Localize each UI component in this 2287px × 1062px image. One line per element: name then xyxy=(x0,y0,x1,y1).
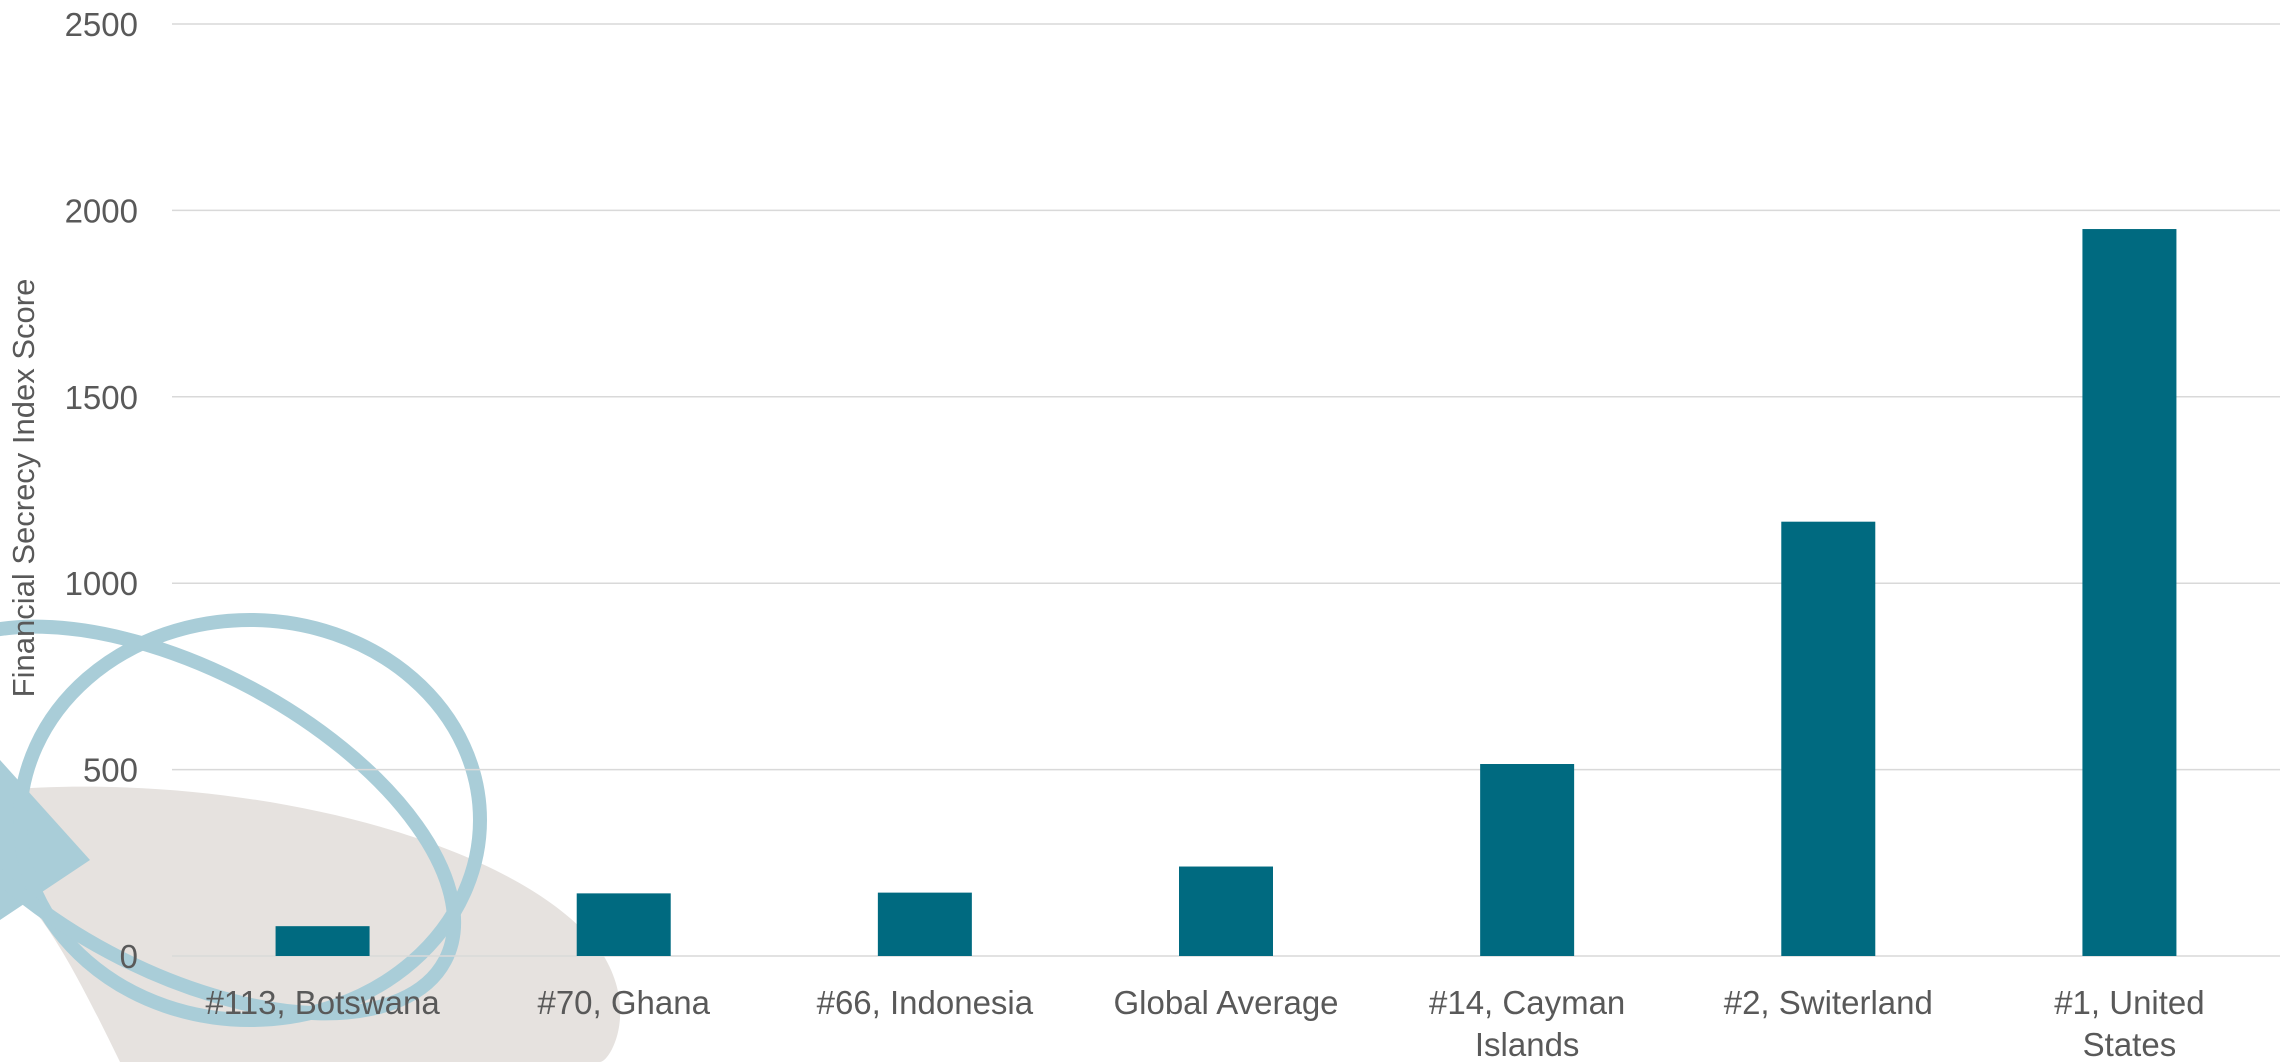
bar xyxy=(275,926,370,956)
x-axis-categories: #113, Botswana #70, Ghana #66, Indonesia Gl… xyxy=(205,984,2204,1062)
y-tick-label: 500 xyxy=(83,752,138,789)
globe-orbit-logo-icon xyxy=(0,613,621,1062)
watermark-ring-shape xyxy=(13,613,487,1027)
watermark-orbit-shape xyxy=(0,619,462,1021)
bar xyxy=(2082,229,2177,957)
bar xyxy=(1781,521,1876,956)
x-category-label: #1, United States xyxy=(2054,984,2204,1062)
y-tick-label: 1500 xyxy=(65,379,138,416)
x-category-label: #66, Indonesia xyxy=(817,984,1034,1021)
x-category-label: #2, Switerland xyxy=(1724,984,1933,1021)
x-category-label: #14, Cayman Islands xyxy=(1429,984,1625,1062)
bar xyxy=(1179,866,1273,956)
y-tick-label: 2500 xyxy=(65,6,138,43)
y-axis-label: Financial Secrecy Index Score xyxy=(6,279,41,698)
bar xyxy=(576,893,671,956)
bars xyxy=(275,229,2177,957)
y-tick-label: 0 xyxy=(120,938,138,975)
y-axis-ticks: 0 500 1000 1500 2000 2500 xyxy=(65,6,138,975)
x-category-label: #70, Ghana xyxy=(537,984,710,1021)
x-category-label: Global Average xyxy=(1113,984,1338,1021)
y-tick-label: 2000 xyxy=(65,192,138,229)
gridlines xyxy=(172,23,2280,957)
x-category-label: #113, Botswana xyxy=(205,984,440,1021)
watermark-fill-shape xyxy=(0,786,621,1062)
bar xyxy=(877,892,972,956)
bar xyxy=(1480,764,1575,956)
y-tick-label: 1000 xyxy=(65,565,138,602)
